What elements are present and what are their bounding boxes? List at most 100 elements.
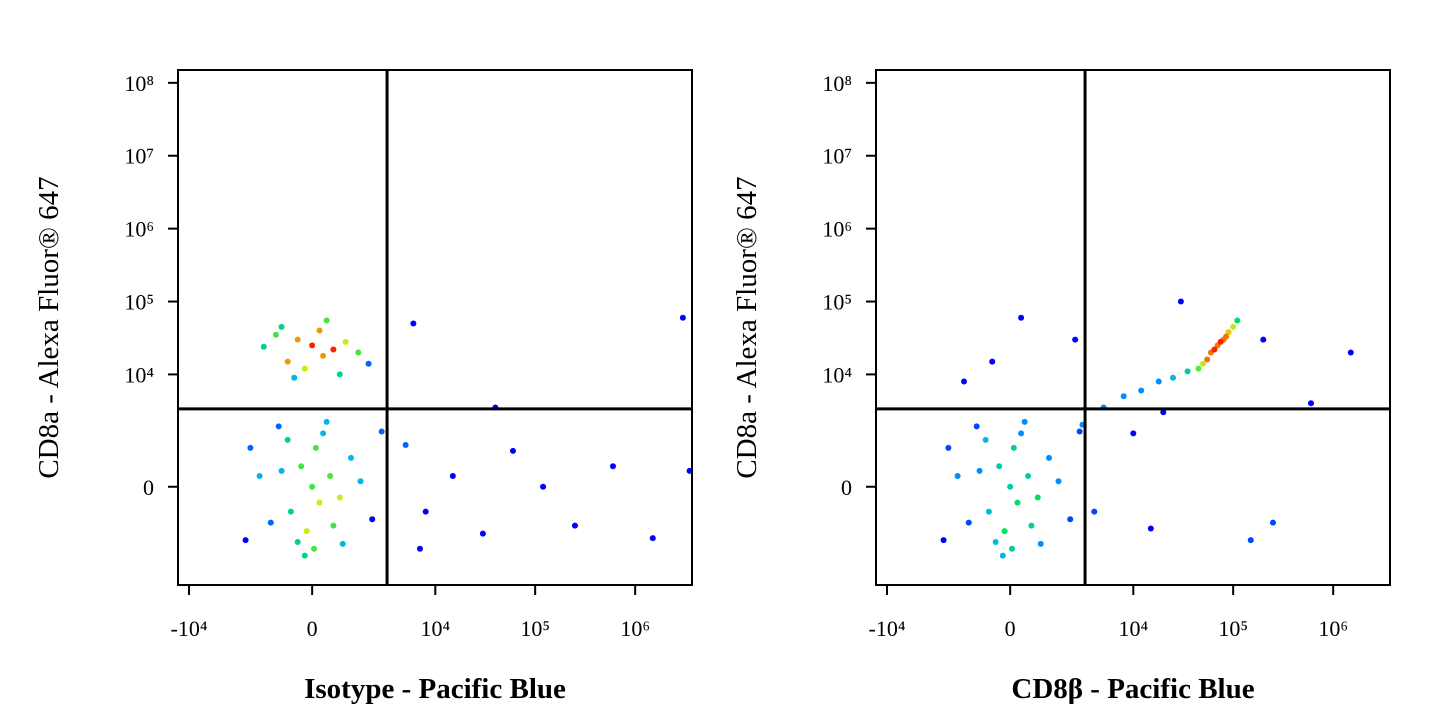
- event-dot: [291, 374, 298, 381]
- y-axis-title: CD8a - Alexa Fluor® 647: [731, 176, 763, 478]
- y-tick-label: 10⁵: [822, 290, 852, 315]
- event-dot: [309, 483, 316, 490]
- event-dot: [294, 336, 301, 343]
- event-dot: [1008, 545, 1015, 552]
- y-axis-title: CD8a - Alexa Fluor® 647: [33, 176, 65, 478]
- event-dot: [1307, 400, 1314, 407]
- event-dot: [336, 494, 343, 501]
- y-tick-label: 10⁸: [124, 71, 154, 96]
- event-dot: [320, 352, 327, 359]
- event-dot: [278, 467, 285, 474]
- event-dot: [301, 552, 308, 559]
- event-dot: [402, 441, 409, 448]
- event-dot: [509, 447, 516, 454]
- y-tick-label: 10⁷: [822, 144, 852, 169]
- event-dot: [976, 467, 983, 474]
- event-dot: [1217, 338, 1224, 345]
- event-dot: [1130, 430, 1137, 437]
- event-dot: [1169, 374, 1176, 381]
- event-dot: [422, 508, 429, 515]
- event-dot: [275, 423, 282, 430]
- event-dot: [339, 540, 346, 547]
- y-tick-label: 10⁴: [124, 362, 154, 387]
- event-dot: [310, 545, 317, 552]
- panel: -10⁴ 0 10⁴ 10⁵ 10⁶ 0 10⁴ 10⁵ 10⁶ 10⁷ 10⁸ Isotype - …: [33, 69, 693, 705]
- x-tick-label: -10⁴: [869, 616, 906, 641]
- x-tick-label: -10⁴: [171, 616, 208, 641]
- event-dot: [1018, 314, 1025, 321]
- event-dot: [571, 522, 578, 529]
- event-dot: [316, 327, 323, 334]
- event-dot: [479, 530, 486, 537]
- plot-frame: [177, 69, 693, 586]
- event-dot: [1014, 499, 1021, 506]
- event-dot: [330, 346, 337, 353]
- y-tick-label: 10⁴: [822, 362, 852, 387]
- event-dot: [973, 423, 980, 430]
- event-dot: [1177, 298, 1184, 305]
- event-dot: [1200, 360, 1207, 367]
- x-tick-label: 0: [307, 616, 318, 641]
- event-dot: [1010, 444, 1017, 451]
- y-tick-label: 10⁸: [822, 71, 852, 96]
- event-dot: [1018, 430, 1025, 437]
- event-dot: [1234, 317, 1241, 324]
- event-dot: [1184, 368, 1191, 375]
- x-axis-title: CD8β - Pacific Blue: [1011, 673, 1254, 705]
- x-tick-label: 10⁴: [1118, 616, 1148, 641]
- event-dot: [945, 444, 952, 451]
- event-dot: [357, 478, 364, 485]
- x-axis-title: Isotype - Pacific Blue: [304, 673, 566, 705]
- event-dot: [999, 552, 1006, 559]
- event-dot: [323, 317, 330, 324]
- event-dot: [256, 472, 263, 479]
- event-dot: [1076, 428, 1083, 435]
- y-tick-label: 0: [841, 475, 852, 500]
- event-dot: [416, 545, 423, 552]
- event-dot: [1001, 528, 1008, 535]
- event-dot: [1211, 346, 1218, 353]
- event-dot: [1028, 522, 1035, 529]
- event-dot: [348, 454, 355, 461]
- event-dot: [1204, 356, 1211, 363]
- event-dot: [1195, 365, 1202, 372]
- event-dot: [355, 349, 362, 356]
- event-dot: [1037, 540, 1044, 547]
- x-tick-label: 10⁴: [420, 616, 450, 641]
- event-dot: [1155, 378, 1162, 385]
- event-dot: [1147, 525, 1154, 532]
- event-dot: [1046, 454, 1053, 461]
- event-dot: [369, 516, 376, 523]
- event-dot: [1230, 323, 1237, 330]
- panel: -10⁴ 0 10⁴ 10⁵ 10⁶ 0 10⁴ 10⁵ 10⁶ 10⁷ 10⁸ CD8β - Pac…: [731, 69, 1391, 705]
- event-dot: [316, 499, 323, 506]
- event-dot: [989, 358, 996, 365]
- event-dot: [301, 365, 308, 372]
- event-dot: [242, 537, 249, 544]
- event-dot: [327, 472, 334, 479]
- event-dot: [1067, 516, 1074, 523]
- event-dot: [1260, 336, 1267, 343]
- event-dot: [961, 378, 968, 385]
- event-dot: [272, 331, 279, 338]
- event-dot: [303, 528, 310, 535]
- plot-frame: [875, 69, 1391, 586]
- event-dot: [1025, 472, 1032, 479]
- y-tick-label: 0: [143, 475, 154, 500]
- event-dot: [365, 360, 372, 367]
- event-dot: [320, 430, 327, 437]
- y-tick-label: 10⁵: [124, 290, 154, 315]
- event-dot: [1072, 336, 1079, 343]
- event-dot: [982, 436, 989, 443]
- event-dot: [1138, 387, 1145, 394]
- y-tick-label: 10⁶: [124, 217, 154, 242]
- event-dot: [1007, 483, 1014, 490]
- event-dot: [309, 342, 316, 349]
- event-dot: [378, 428, 385, 435]
- event-dot: [323, 418, 330, 425]
- event-dot: [1091, 508, 1098, 515]
- x-tick-label: 10⁶: [1318, 616, 1348, 641]
- y-tick-label: 10⁶: [822, 217, 852, 242]
- event-dot: [1225, 329, 1232, 336]
- event-dot: [330, 522, 337, 529]
